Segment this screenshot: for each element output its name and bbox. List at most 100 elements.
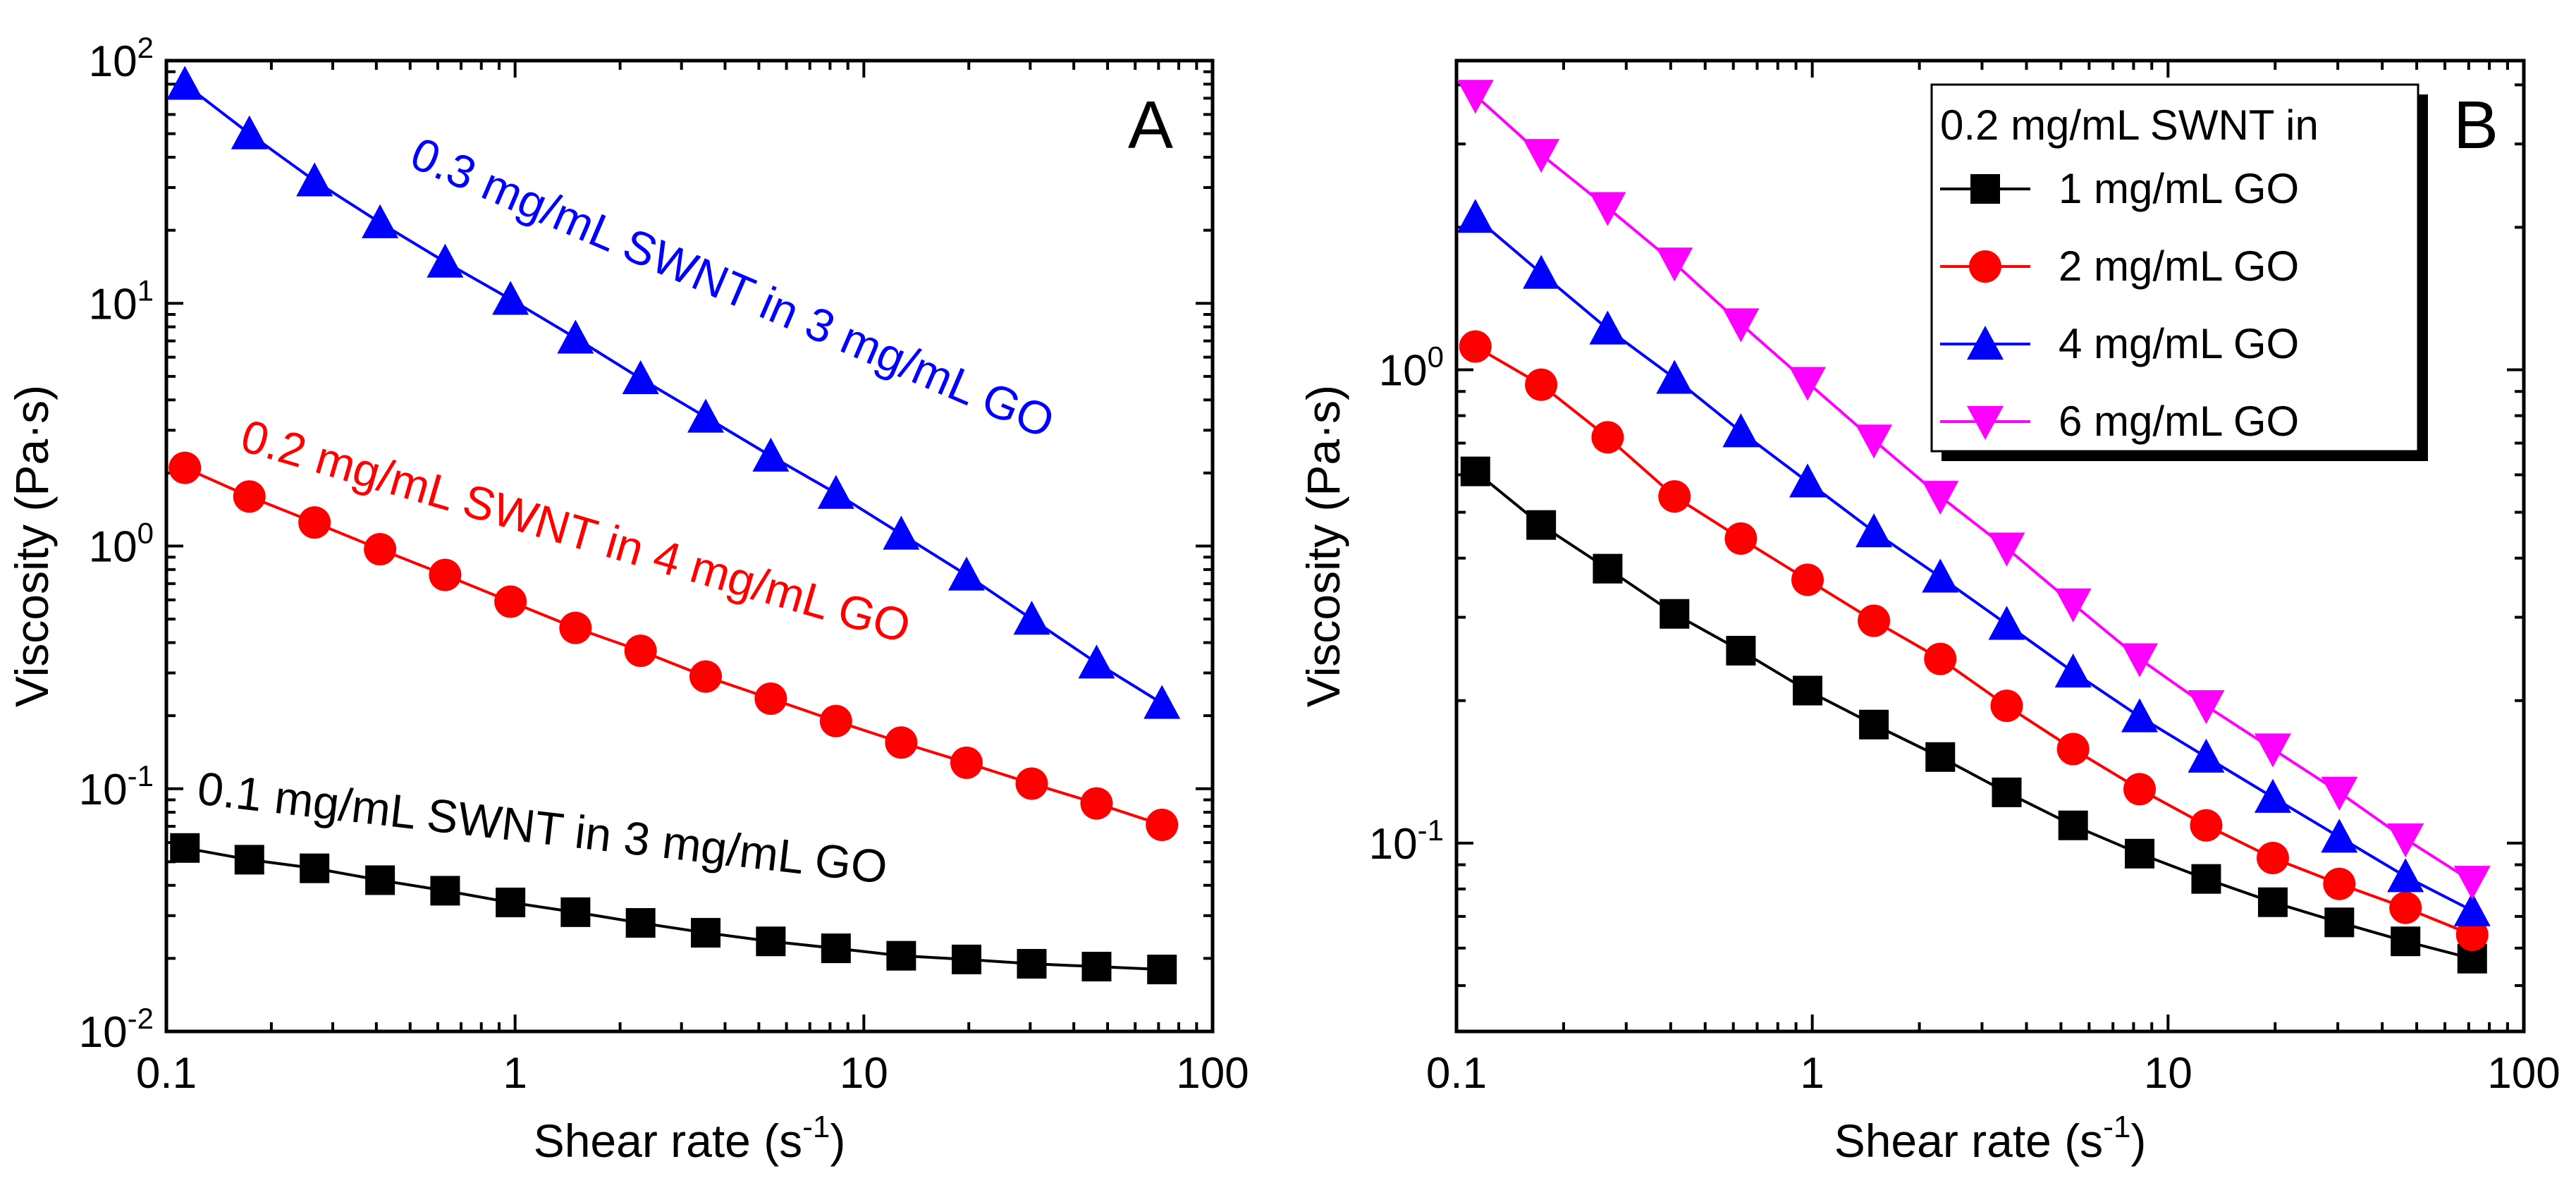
data-point xyxy=(885,726,918,759)
data-point xyxy=(1789,367,1826,401)
data-point xyxy=(2191,864,2221,894)
data-point xyxy=(2389,891,2422,924)
x-tick-label: 10 xyxy=(840,1049,888,1098)
legend-entry: 4 mg/mL GO xyxy=(2059,320,2299,367)
data-point xyxy=(429,558,462,592)
data-point xyxy=(2125,838,2155,869)
data-point xyxy=(166,66,204,100)
y-tick-exponent: 2 xyxy=(137,31,154,64)
series-line xyxy=(184,82,1163,705)
data-point xyxy=(2321,819,2358,853)
data-point xyxy=(430,876,460,906)
data-point xyxy=(687,398,725,433)
data-point xyxy=(1859,709,1889,740)
data-point xyxy=(2058,810,2088,840)
data-point xyxy=(494,585,527,618)
data-point xyxy=(883,515,920,550)
series-annotation: 0.1 mg/mL SWNT in 3 mg/mL GO xyxy=(195,761,890,893)
data-point xyxy=(1146,808,1179,841)
data-point xyxy=(234,845,264,875)
data-point xyxy=(300,853,330,883)
panel-label: B xyxy=(2453,87,2498,163)
legend-marker xyxy=(1967,405,2004,440)
data-point xyxy=(689,660,723,693)
y-tick-exponent: 1 xyxy=(137,274,154,307)
data-point xyxy=(625,908,656,938)
x-tick-label: 0.1 xyxy=(1426,1049,1487,1098)
data-point xyxy=(624,635,657,668)
x-axis-title: Shear rate (s-1) xyxy=(1834,1110,2147,1167)
data-point xyxy=(1460,456,1490,486)
data-point xyxy=(233,480,266,513)
data-point xyxy=(1988,532,2025,567)
x-tick-label: 10 xyxy=(2144,1049,2192,1098)
data-point xyxy=(2188,738,2225,773)
series-0-2-mg-ml-swnt-in-4-mg-ml-go xyxy=(168,451,1179,841)
data-point xyxy=(1656,360,1693,394)
series-line xyxy=(184,466,1163,826)
series-1-mg-ml-go xyxy=(1460,456,2487,974)
data-point xyxy=(819,704,852,737)
data-point xyxy=(2391,926,2421,957)
data-point xyxy=(1081,952,1112,982)
y-tick-exponent: -1 xyxy=(128,759,154,792)
data-point xyxy=(1791,563,1824,596)
data-point xyxy=(1660,599,1690,629)
data-point xyxy=(1147,955,1177,985)
data-point xyxy=(1015,767,1048,800)
data-point xyxy=(1589,192,1626,226)
data-point xyxy=(1080,787,1113,820)
legend-entry: 2 mg/mL GO xyxy=(2059,243,2299,290)
panel-label: A xyxy=(1128,87,1173,163)
y-tick-base: 10 xyxy=(89,280,137,329)
series-line xyxy=(1474,216,2473,912)
y-tick-exponent: 0 xyxy=(137,517,154,550)
data-point xyxy=(1726,635,1756,666)
data-point xyxy=(1792,675,1822,706)
series-line xyxy=(1474,470,2473,960)
data-point xyxy=(496,888,526,918)
data-point xyxy=(2123,773,2157,806)
y-tick-label: 10-1 xyxy=(79,759,154,814)
y-tick-label: 102 xyxy=(89,31,154,86)
y-tick-exponent: -2 xyxy=(128,1002,154,1035)
data-point xyxy=(950,746,983,779)
data-point xyxy=(2054,654,2092,688)
x-axis-title-part: ) xyxy=(2130,1115,2146,1167)
data-point xyxy=(2323,867,2356,900)
data-point xyxy=(560,897,591,927)
legend: 0.2 mg/mL SWNT in 1 mg/mL GO 2 mg/mL GO 4 m… xyxy=(1930,83,2428,461)
y-tick-label: 100 xyxy=(89,517,154,572)
data-point xyxy=(2056,733,2090,766)
series-line xyxy=(1474,345,2473,936)
series-line xyxy=(1474,94,2473,883)
data-point xyxy=(1525,368,1558,401)
data-point xyxy=(492,281,529,315)
y-tick-label: 10-2 xyxy=(79,1002,154,1057)
data-point xyxy=(2387,858,2424,893)
data-point xyxy=(2455,918,2489,951)
data-point xyxy=(2387,823,2424,858)
data-point xyxy=(364,533,397,566)
data-point xyxy=(2321,776,2358,811)
series-6-mg-ml-go xyxy=(1456,80,2491,900)
data-point xyxy=(1856,513,1893,548)
x-axis-title-part: -1 xyxy=(802,1110,830,1144)
data-point xyxy=(1922,558,1959,593)
data-point xyxy=(1143,685,1181,719)
data-point xyxy=(1523,139,1560,173)
data-point xyxy=(557,319,594,354)
series-4-mg-ml-go xyxy=(1456,199,2491,926)
data-point xyxy=(1593,553,1623,584)
data-point xyxy=(1017,949,1047,979)
data-point xyxy=(1523,255,1560,289)
data-point xyxy=(2121,643,2159,678)
data-point xyxy=(2188,690,2225,725)
plot-frame xyxy=(1454,59,2526,1034)
data-point xyxy=(1722,308,1760,343)
data-point xyxy=(231,115,268,149)
data-point xyxy=(1990,690,2023,723)
data-point xyxy=(1856,424,1893,459)
